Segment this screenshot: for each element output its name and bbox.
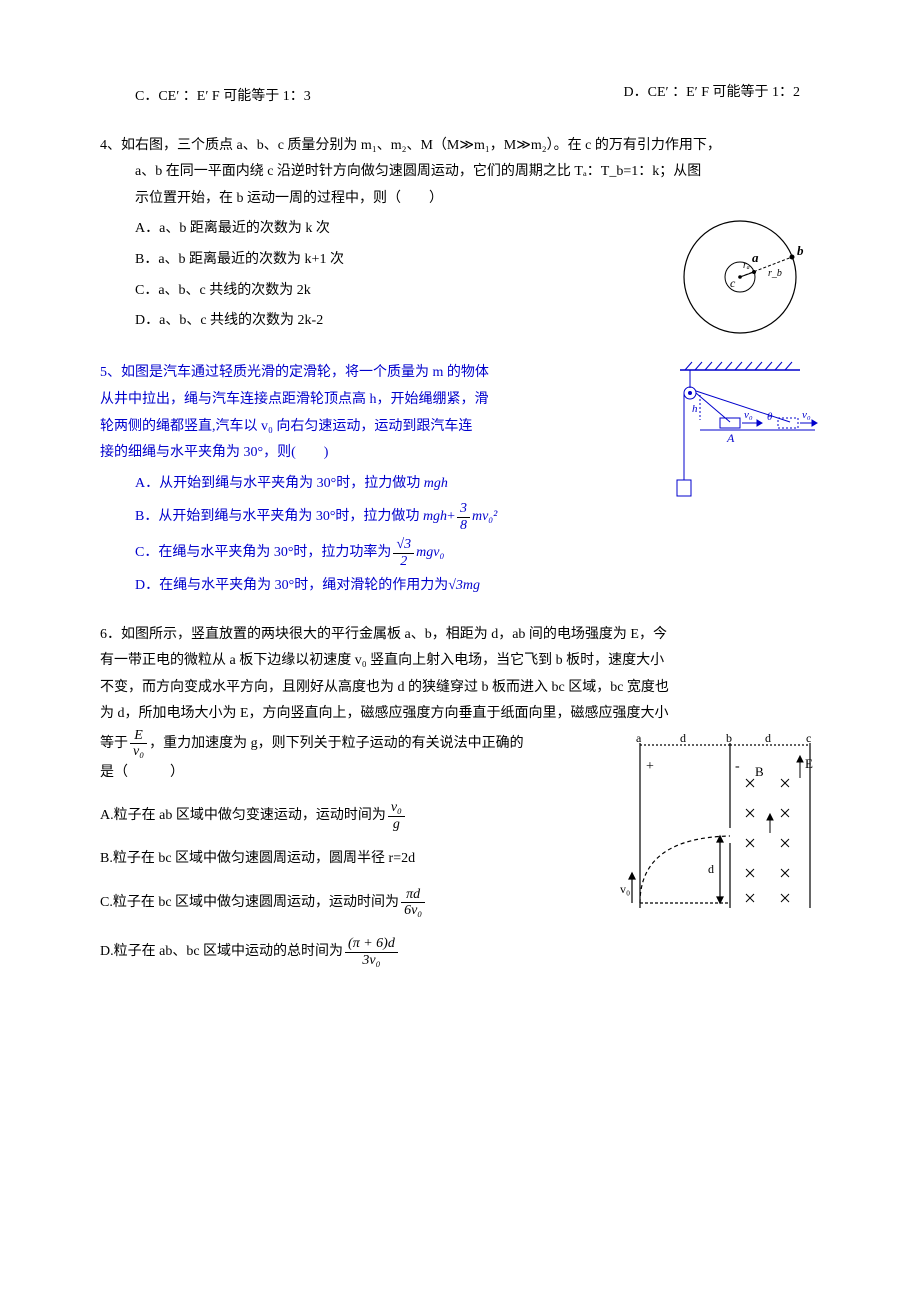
q6-label-plus: + [646, 759, 654, 774]
q4-figure: c a rₐ b r_b [670, 212, 820, 342]
q6-label-c: c [806, 731, 811, 745]
q5-label-v0b: v₀ [802, 409, 811, 421]
q6-label-d1: d [680, 731, 686, 745]
q3-option-c: C．CE′ ：E′ F 可能等于 1：3 [100, 84, 624, 111]
q4-label-a: a [752, 250, 759, 265]
q6-line1: 6．如图所示，竖直放置的两块很大的平行金属板 a、b，相距为 d，ab 间的电场… [100, 622, 820, 649]
q6-line2: 有一带正电的微粒从 a 板下边缘以初速度 v₀ 竖直向上射入电场，当它飞到 b … [100, 648, 820, 675]
q5-option-d: D．在绳与水平夹角为 30°时，绳对滑轮的作用力为√3mg [100, 573, 820, 600]
q4-label-rb: r_b [768, 268, 782, 279]
q6-label-a: a [636, 731, 642, 745]
q6-label-minus: - [735, 759, 740, 774]
question-6: 6．如图所示，竖直放置的两块很大的平行金属板 a、b，相距为 d，ab 间的电场… [100, 622, 820, 969]
q6-label-E: E [805, 756, 813, 771]
question-4: 4、如右图，三个质点 a、b、c 质量分别为 m₁、m₂、M（M≫m₁，M≫m₂… [100, 133, 820, 343]
question-5: h v₀ v₀ θ A 5、如图是汽车通过轻质光滑的定滑轮，将一个质量为 m 的… [100, 360, 820, 603]
q6-label-d3: d [708, 862, 714, 876]
q6-figure: a b c d d d + - B E v₀ [620, 728, 820, 928]
q6-option-d: D.粒子在 ab、bc 区域中运动的总时间为(π + 6)d3v₀ [100, 936, 820, 968]
q6-label-d2: d [765, 731, 771, 745]
q5-label-A: A [726, 431, 735, 445]
q3-option-d: D．CE′ ：E′ F 可能等于 1：2 [624, 80, 820, 115]
q4-stem-2: a、b 在同一平面内绕 c 沿逆时针方向做匀速圆周运动，它们的周期之比 Tₐ：T… [100, 159, 820, 186]
question-3-tail: C．CE′ ：E′ F 可能等于 1：3 D．CE′ ：E′ F 可能等于 1：… [100, 80, 820, 115]
q4-stem-1: 4、如右图，三个质点 a、b、c 质量分别为 m₁、m₂、M（M≫m₁，M≫m₂… [100, 133, 820, 160]
q6-line4: 为 d，所加电场大小为 E，方向竖直向上，磁感应强度方向垂直于纸面向里，磁感应强… [100, 701, 820, 728]
q6-line3: 不变，而方向变成水平方向，且刚好从高度也为 d 的狭缝穿过 b 板而进入 bc … [100, 675, 820, 702]
q5-label-h: h [692, 403, 698, 415]
q5-label-theta: θ [767, 411, 773, 423]
q6-label-B: B [755, 764, 764, 779]
q4-label-c: c [730, 276, 736, 290]
q4-stem-3: 示位置开始，在 b 运动一周的过程中，则（ ） [100, 186, 820, 213]
q5-figure: h v₀ v₀ θ A [620, 360, 820, 510]
q5-label-v0a: v₀ [744, 409, 753, 421]
q5-option-c: C．在绳与水平夹角为 30°时，拉力功率为√32mgv₀ [100, 537, 820, 569]
q4-label-b: b [797, 243, 804, 258]
q6-label-b: b [726, 731, 732, 745]
q4-label-ra: rₐ [743, 260, 750, 271]
q6-label-v0: v₀ [620, 882, 630, 896]
